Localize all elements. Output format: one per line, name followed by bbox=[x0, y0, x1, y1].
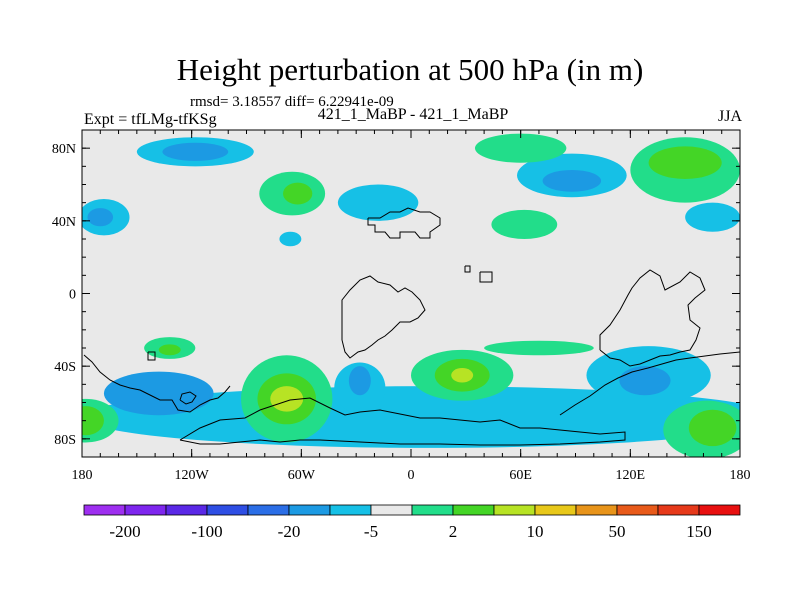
contour-siberian-trough-core bbox=[542, 169, 602, 192]
colorbar-label: -200 bbox=[109, 522, 140, 541]
chart-title: Height perturbation at 500 hPa (in m) bbox=[176, 52, 644, 87]
colorbar-bin bbox=[534, 504, 577, 516]
contour-s-subtropical-band bbox=[484, 340, 594, 356]
contour-arctic-siberian-high-core bbox=[648, 146, 722, 180]
coastline-south-america-tip bbox=[179, 391, 197, 405]
contour-equatorial-blob-sa-core bbox=[158, 344, 181, 356]
x-axis: 180 120W 60W 0 60E 120E 180 bbox=[72, 130, 751, 483]
contour-s-america-ridge-core bbox=[270, 386, 304, 412]
y-tick-label: 80N bbox=[52, 142, 76, 157]
x-tick-label: 180 bbox=[730, 468, 751, 483]
colorbar-bin bbox=[247, 504, 290, 516]
coastline-isle-2 bbox=[479, 271, 493, 283]
colorbar-label: 50 bbox=[609, 522, 626, 541]
contour-central-asia-high bbox=[491, 209, 558, 239]
y-tick-label: 40S bbox=[54, 360, 76, 375]
colorbar-bin bbox=[411, 504, 454, 516]
colorbar-bin bbox=[616, 504, 659, 516]
stats-line: rmsd= 3.18557 diff= 6.22941e-09 bbox=[190, 94, 394, 110]
coastline-layer bbox=[83, 207, 740, 446]
contour-arctic-atlantic-high bbox=[474, 133, 567, 163]
coastline-small-isle bbox=[464, 265, 471, 273]
coastline-fragment bbox=[147, 351, 156, 361]
coastline-antarctica bbox=[179, 397, 626, 446]
x-tick-label: 120W bbox=[175, 468, 210, 483]
colorbar-bin bbox=[370, 504, 413, 516]
coastline-australia-asia bbox=[599, 269, 706, 367]
colorbar-label: 2 bbox=[449, 522, 458, 541]
colorbar-bin bbox=[698, 504, 741, 516]
colorbar-bin bbox=[452, 504, 495, 516]
coastline-africa bbox=[341, 275, 426, 359]
x-tick-label: 180 bbox=[72, 468, 93, 483]
contour-east-asia-trough bbox=[685, 202, 740, 232]
experiment-label: Expt = tfLMg-tfKSg bbox=[84, 111, 217, 128]
colorbar-label: -5 bbox=[364, 522, 378, 541]
contour-n-atlantic-trough bbox=[337, 184, 419, 221]
colorbar-bin bbox=[329, 504, 372, 516]
colorbar-bin bbox=[575, 504, 618, 516]
y-axis: 80N 40N 0 40S 80S bbox=[52, 142, 740, 448]
coastline-s-indian bbox=[559, 351, 740, 416]
coastline-nz bbox=[83, 354, 231, 413]
colorbar-bin bbox=[206, 504, 249, 516]
season-label: JJA bbox=[717, 108, 742, 125]
colorbar-bin bbox=[657, 504, 700, 516]
x-tick-label: 60W bbox=[288, 468, 316, 483]
contour-nw-pacific-trough-core bbox=[87, 208, 114, 227]
y-tick-label: 80S bbox=[54, 433, 76, 448]
case-label: 421_1_MaBP - 421_1_MaBP bbox=[317, 106, 509, 123]
colorbar-bin bbox=[83, 504, 126, 516]
coastline-north-america bbox=[367, 207, 441, 239]
contour-s-pacific-trough-core bbox=[103, 371, 214, 416]
contour-s-atlantic-trough-core bbox=[348, 366, 371, 396]
colorbar-bin bbox=[493, 504, 536, 516]
contour-se-pacific-ridge-core bbox=[688, 409, 737, 447]
colorbar-label: -100 bbox=[191, 522, 222, 541]
contour-arctic-pacific-trough-core bbox=[162, 142, 229, 161]
y-tick-label: 0 bbox=[69, 288, 76, 303]
x-tick-label: 120E bbox=[616, 468, 646, 483]
colorbar-bin bbox=[124, 504, 167, 516]
x-tick-label: 0 bbox=[408, 468, 415, 483]
contour-s-pacific-green-core bbox=[82, 406, 104, 436]
colorbar-label: 150 bbox=[686, 522, 712, 541]
contour-africa-ridge-core bbox=[451, 367, 474, 383]
contour-subtropical-blob bbox=[279, 231, 302, 247]
colorbar-bin bbox=[288, 504, 331, 516]
y-tick-label: 40N bbox=[52, 215, 76, 230]
colorbar-label: -20 bbox=[278, 522, 301, 541]
colorbar-label: 10 bbox=[527, 522, 544, 541]
colorbar: -200 -100 -20 -5 2 10 50 150 bbox=[83, 504, 741, 541]
contour-n-pacific-high-core bbox=[283, 182, 313, 205]
contour-s-indian-trough-core bbox=[619, 366, 671, 396]
x-tick-label: 60E bbox=[509, 468, 532, 483]
contour-fill-layer bbox=[82, 133, 740, 457]
colorbar-bin bbox=[165, 504, 208, 516]
